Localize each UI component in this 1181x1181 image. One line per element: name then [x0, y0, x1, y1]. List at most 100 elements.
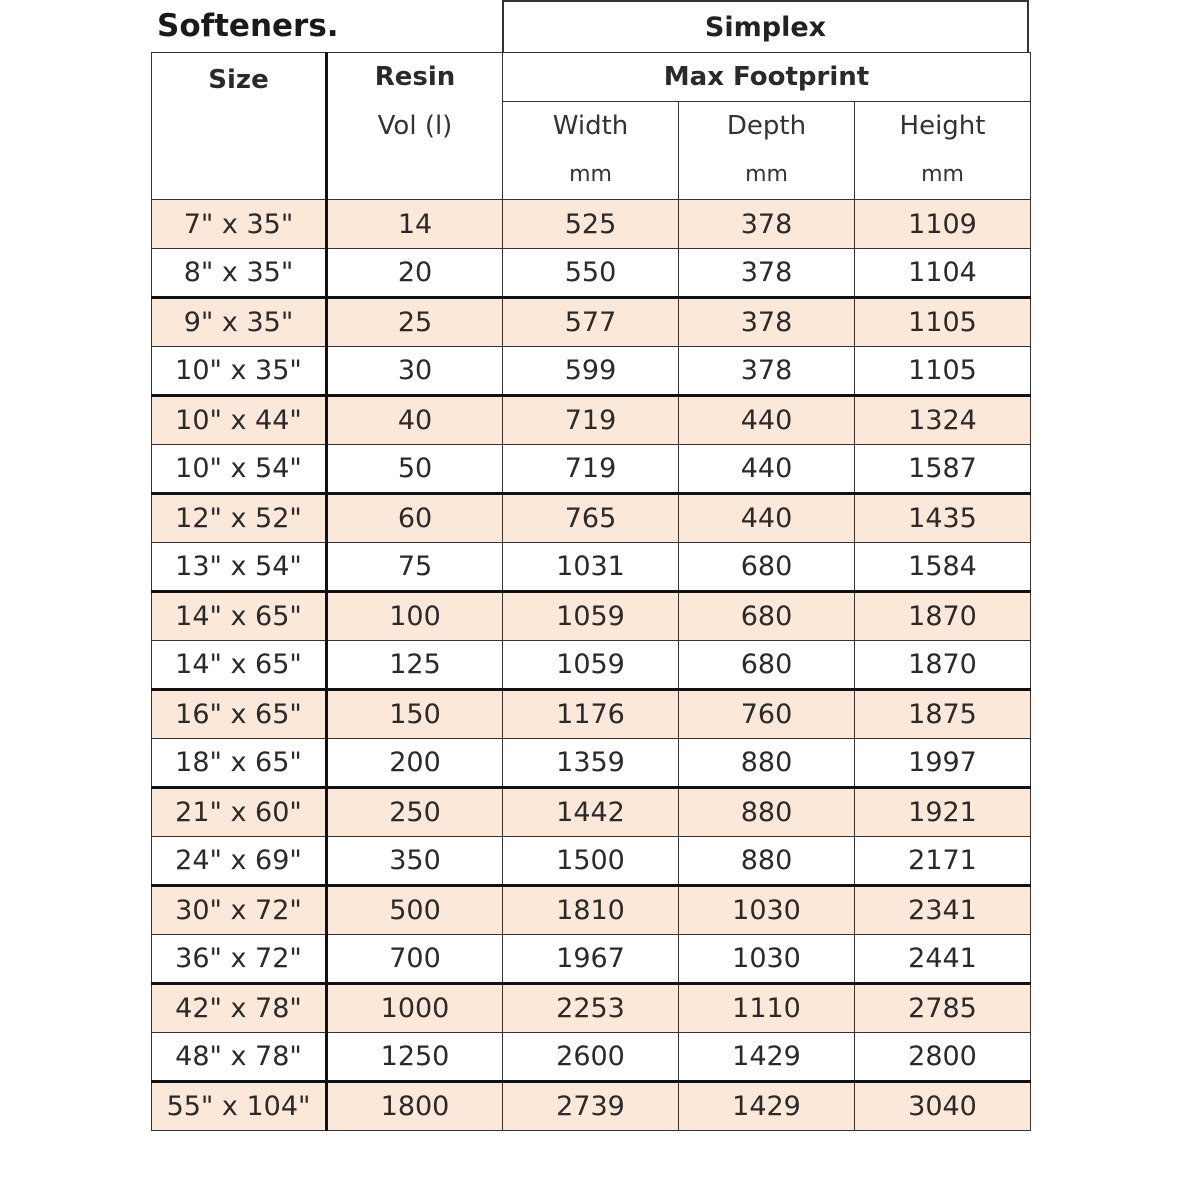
cell-depth: 378: [678, 297, 855, 347]
cell-width: 1967: [502, 934, 679, 985]
cell-size: 30" x 72": [151, 885, 328, 935]
cell-depth: 680: [678, 640, 855, 691]
cell-resin-vol: 700: [326, 934, 503, 985]
table-row: 14" x 65" 125 1059 680 1870: [151, 640, 1031, 691]
cell-height: 1105: [854, 346, 1031, 397]
cell-size: 14" x 65": [151, 640, 328, 691]
table-row: 30" x 72" 500 1810 1030 2341: [151, 885, 1031, 935]
table-row: 13" x 54" 75 1031 680 1584: [151, 542, 1031, 593]
cell-resin-vol: 1800: [326, 1081, 503, 1131]
cell-height: 1870: [854, 640, 1031, 691]
header-depth-unit: mm: [678, 150, 855, 200]
cell-width: 550: [502, 248, 679, 299]
cell-resin-vol: 50: [326, 444, 503, 495]
cell-size: 12" x 52": [151, 493, 328, 543]
cell-height: 3040: [854, 1081, 1031, 1131]
table-row: 21" x 60" 250 1442 880 1921: [151, 787, 1031, 837]
cell-height: 1870: [854, 591, 1031, 641]
cell-size: 18" x 65": [151, 738, 328, 789]
simplex-group-header: Simplex: [502, 0, 1029, 52]
cell-size: 7" x 35": [151, 199, 328, 249]
cell-height: 1105: [854, 297, 1031, 347]
table-row: 10" x 54" 50 719 440 1587: [151, 444, 1031, 495]
cell-resin-vol: 350: [326, 836, 503, 887]
cell-resin-vol: 250: [326, 787, 503, 837]
cell-depth: 880: [678, 787, 855, 837]
cell-width: 1442: [502, 787, 679, 837]
cell-size: 10" x 54": [151, 444, 328, 495]
cell-width: 599: [502, 346, 679, 397]
header-max-footprint: Max Footprint: [502, 52, 1031, 102]
header-size: Size: [151, 52, 328, 200]
cell-size: 9" x 35": [151, 297, 328, 347]
cell-width: 2600: [502, 1032, 679, 1083]
header-depth: Depth: [678, 101, 855, 151]
table-row: 10" x 44" 40 719 440 1324: [151, 395, 1031, 445]
cell-depth: 440: [678, 395, 855, 445]
cell-resin-vol: 25: [326, 297, 503, 347]
cell-resin-vol: 1000: [326, 983, 503, 1033]
cell-height: 1104: [854, 248, 1031, 299]
cell-height: 1584: [854, 542, 1031, 593]
table-row: 9" x 35" 25 577 378 1105: [151, 297, 1031, 347]
cell-resin-vol: 75: [326, 542, 503, 593]
cell-depth: 378: [678, 199, 855, 249]
cell-width: 525: [502, 199, 679, 249]
cell-width: 719: [502, 395, 679, 445]
cell-resin-vol: 150: [326, 689, 503, 739]
header-width: Width: [502, 101, 679, 151]
table-row: 8" x 35" 20 550 378 1104: [151, 248, 1031, 299]
cell-size: 14" x 65": [151, 591, 328, 641]
cell-height: 2441: [854, 934, 1031, 985]
cell-resin-vol: 500: [326, 885, 503, 935]
table-row: 14" x 65" 100 1059 680 1870: [151, 591, 1031, 641]
cell-width: 577: [502, 297, 679, 347]
table-row: 12" x 52" 60 765 440 1435: [151, 493, 1031, 543]
cell-height: 2341: [854, 885, 1031, 935]
cell-depth: 680: [678, 542, 855, 593]
table-title: Softeners.: [157, 8, 339, 44]
cell-size: 21" x 60": [151, 787, 328, 837]
header-resin-unit: Vol (l): [326, 101, 503, 151]
cell-height: 1587: [854, 444, 1031, 495]
cell-depth: 880: [678, 738, 855, 789]
cell-depth: 760: [678, 689, 855, 739]
cell-depth: 680: [678, 591, 855, 641]
cell-size: 55" x 104": [151, 1081, 328, 1131]
cell-size: 10" x 35": [151, 346, 328, 397]
cell-width: 1176: [502, 689, 679, 739]
cell-depth: 1030: [678, 934, 855, 985]
cell-height: 2171: [854, 836, 1031, 887]
cell-resin-vol: 1250: [326, 1032, 503, 1083]
header-resin-blank: [326, 150, 503, 200]
cell-depth: 1110: [678, 983, 855, 1033]
cell-resin-vol: 60: [326, 493, 503, 543]
cell-height: 2800: [854, 1032, 1031, 1083]
cell-width: 2739: [502, 1081, 679, 1131]
table-row: 36" x 72" 700 1967 1030 2441: [151, 934, 1031, 985]
cell-size: 8" x 35": [151, 248, 328, 299]
cell-width: 2253: [502, 983, 679, 1033]
table-row: 24" x 69" 350 1500 880 2171: [151, 836, 1031, 887]
cell-height: 1109: [854, 199, 1031, 249]
cell-depth: 440: [678, 493, 855, 543]
cell-resin-vol: 14: [326, 199, 503, 249]
cell-resin-vol: 20: [326, 248, 503, 299]
cell-width: 1500: [502, 836, 679, 887]
table-row: 48" x 78" 1250 2600 1429 2800: [151, 1032, 1031, 1083]
cell-depth: 880: [678, 836, 855, 887]
cell-size: 42" x 78": [151, 983, 328, 1033]
cell-width: 765: [502, 493, 679, 543]
cell-height: 2785: [854, 983, 1031, 1033]
cell-depth: 1030: [678, 885, 855, 935]
cell-size: 13" x 54": [151, 542, 328, 593]
cell-width: 1810: [502, 885, 679, 935]
cell-resin-vol: 100: [326, 591, 503, 641]
cell-width: 1059: [502, 591, 679, 641]
cell-size: 10" x 44": [151, 395, 328, 445]
cell-height: 1921: [854, 787, 1031, 837]
cell-width: 1031: [502, 542, 679, 593]
cell-resin-vol: 30: [326, 346, 503, 397]
cell-height: 1324: [854, 395, 1031, 445]
header-resin: Resin: [326, 52, 503, 102]
